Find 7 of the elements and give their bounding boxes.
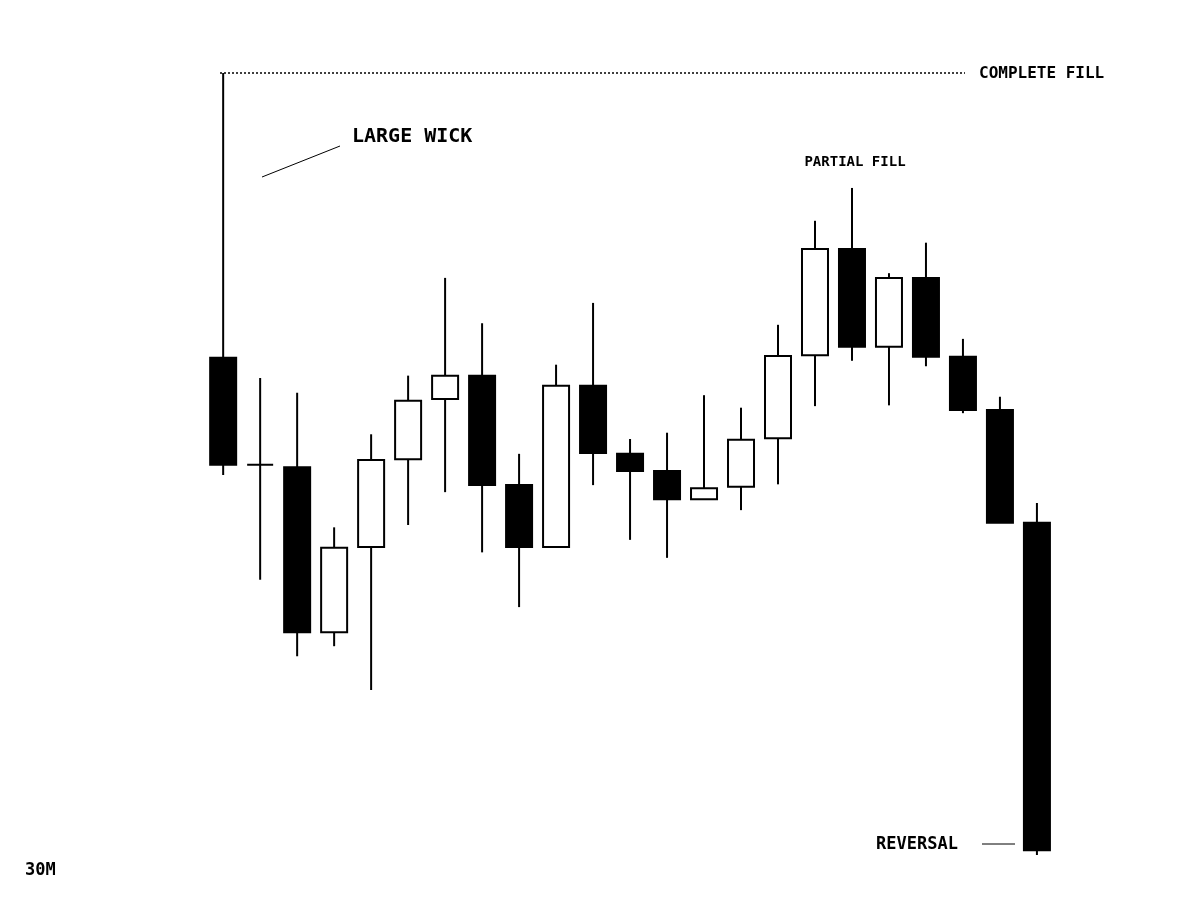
text: 30M <box>25 859 56 879</box>
candlestick <box>246 376 275 581</box>
ref-line-label: COMPLETE FILL <box>979 63 1105 82</box>
candlestick <box>431 276 460 494</box>
annotation: PARTIAL FILL <box>804 153 906 169</box>
annotation: REVERSAL <box>876 833 958 853</box>
annotation: LARGE WICK <box>352 123 473 147</box>
